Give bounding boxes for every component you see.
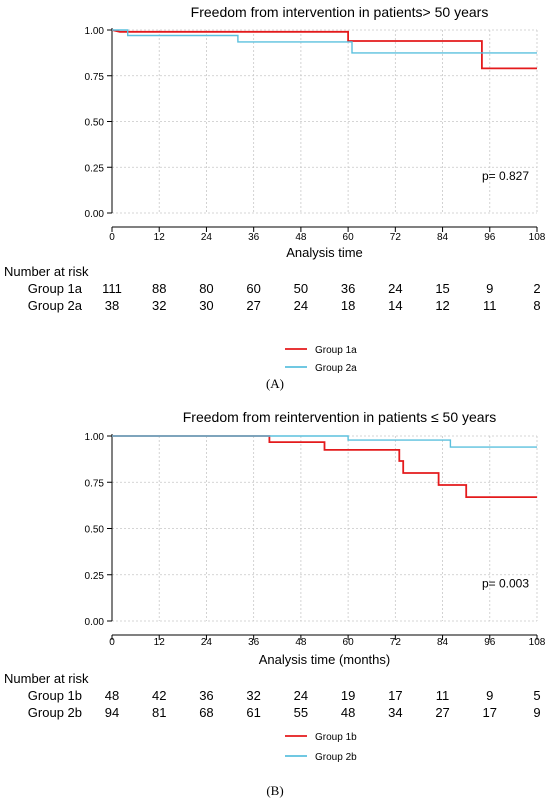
panel-a-risk-value: 11 (483, 298, 497, 313)
panel-a-y-tick-label: 0.25 (85, 163, 105, 174)
panel-b-x-tick-label: 0 (109, 637, 115, 648)
panel-b-legend-label: Group 2b (315, 752, 357, 763)
panel-b-chart-title: Freedom from reintervention in patients … (183, 409, 497, 425)
panel-a-risk-value: 32 (152, 298, 166, 313)
panel-b-risk-value: 94 (105, 705, 119, 720)
panel-a-risk-value: 27 (246, 298, 260, 313)
panel-b-risk-value: 17 (388, 688, 402, 703)
panel-a-y-tick-label: 0.00 (85, 209, 105, 220)
panel-a-y-tick-label: 0.50 (85, 118, 105, 129)
panel-b-risk-value: 11 (436, 688, 450, 703)
panel-a-risk-value: 36 (341, 281, 355, 296)
panel-b-risk-value: 24 (294, 688, 308, 703)
panel-a-risk-value: 24 (294, 298, 308, 313)
panel-b-y-tick-label: 0.75 (85, 478, 105, 489)
panel-b-risk-value: 42 (152, 688, 166, 703)
panel-a-x-axis-title: Analysis time (286, 245, 363, 260)
panel-a-legend-label: Group 1a (315, 345, 357, 356)
panel-a-risk-row-label: Group 2a (28, 298, 83, 313)
panel-b-risk-table-header: Number at risk (4, 671, 89, 686)
panel-a-series-line-group-2a (112, 29, 537, 54)
panel-a-risk-value: 8 (533, 298, 540, 313)
panel-a-series-line-group-1a (111, 29, 537, 70)
panel-a-y-tick-label: 0.75 (85, 72, 105, 83)
panel-a-risk-value: 88 (152, 281, 166, 296)
panel-a-chart-title: Freedom from intervention in patients> 5… (191, 4, 489, 20)
panel-a-x-tick-label: 0 (109, 232, 115, 243)
panel-b-risk-value: 32 (246, 688, 260, 703)
panel-a-x-tick-label: 48 (295, 232, 307, 243)
panel-b-x-tick-label: 84 (437, 637, 449, 648)
panel-b-x-tick-label: 24 (201, 637, 213, 648)
panel-a-risk-value: 18 (341, 298, 355, 313)
panel-a-legend-label: Group 2a (315, 363, 357, 374)
panel-a-x-tick-label: 24 (201, 232, 213, 243)
panel-b-x-tick-label: 12 (154, 637, 166, 648)
panel-a-x-tick-label: 60 (343, 232, 355, 243)
panel-b-risk-value: 5 (533, 688, 540, 703)
panel-b-panel-label: (B) (266, 783, 283, 798)
panel-a-risk-value: 15 (435, 281, 449, 296)
panel-b-legend-label: Group 1b (315, 732, 357, 743)
panel-a-x-tick-label: 72 (390, 232, 402, 243)
panel-b-risk-value: 61 (246, 705, 260, 720)
panel-a-risk-value: 9 (486, 281, 493, 296)
panel-b-x-tick-label: 60 (343, 637, 355, 648)
panel-b-risk-value: 81 (152, 705, 166, 720)
panel-b-x-tick-label: 48 (295, 637, 307, 648)
panel-b-y-tick-label: 0.50 (85, 525, 105, 536)
panel-b-x-tick-label: 72 (390, 637, 402, 648)
panel-a-risk-value: 60 (246, 281, 260, 296)
panel-a-panel-label: (A) (266, 376, 284, 391)
panel-b-y-tick-label: 1.00 (85, 432, 105, 443)
panel-b-risk-value: 34 (388, 705, 402, 720)
panel-a-risk-value: 12 (435, 298, 449, 313)
panel-b-risk-value: 17 (483, 705, 497, 720)
panel-a-x-tick-label: 12 (154, 232, 166, 243)
panel-a-x-tick-label: 108 (529, 232, 546, 243)
panel-b-p-value-annotation: p= 0.003 (482, 577, 529, 591)
panel-a-p-value-annotation: p= 0.827 (482, 169, 529, 183)
panel-b-risk-row-label: Group 2b (28, 705, 82, 720)
panel-a-risk-value: 38 (105, 298, 119, 313)
panel-a-risk-value: 14 (388, 298, 402, 313)
panel-b-risk-value: 36 (199, 688, 213, 703)
panel-b-risk-value: 19 (341, 688, 355, 703)
panel-a-risk-value: 50 (294, 281, 308, 296)
panel-a-x-tick-label: 96 (484, 232, 496, 243)
panel-b-risk-value: 55 (294, 705, 308, 720)
panel-b-risk-row-label: Group 1b (28, 688, 82, 703)
panel-a-risk-value: 30 (199, 298, 213, 313)
panel-b-y-tick-label: 0.25 (85, 571, 105, 582)
panel-a-y-tick-label: 1.00 (85, 26, 105, 37)
panel-b-x-tick-label: 96 (484, 637, 496, 648)
panel-b-risk-value: 48 (105, 688, 119, 703)
panel-b-risk-value: 9 (533, 705, 540, 720)
panel-a-risk-value: 111 (102, 281, 122, 296)
panel-b-risk-value: 27 (435, 705, 449, 720)
panel-b-x-tick-label: 108 (529, 637, 546, 648)
panel-b-risk-value: 68 (199, 705, 213, 720)
panel-a-risk-value: 24 (388, 281, 402, 296)
panel-a-risk-row-label: Group 1a (28, 281, 83, 296)
panel-b-risk-value: 9 (486, 688, 493, 703)
panel-a-x-tick-label: 84 (437, 232, 449, 243)
panel-a-risk-value: 80 (199, 281, 213, 296)
panel-b-x-axis-title: Analysis time (months) (259, 652, 390, 667)
panel-b-y-tick-label: 0.00 (85, 617, 105, 628)
panel-b-risk-value: 48 (341, 705, 355, 720)
panel-a-risk-table-header: Number at risk (4, 264, 89, 279)
panel-b-x-tick-label: 36 (248, 637, 260, 648)
panel-a-risk-value: 2 (533, 281, 540, 296)
panel-b-series-line-group-2b (112, 435, 537, 448)
panel-b-series-line-group-1b (112, 435, 537, 498)
panel-a-x-tick-label: 36 (248, 232, 260, 243)
